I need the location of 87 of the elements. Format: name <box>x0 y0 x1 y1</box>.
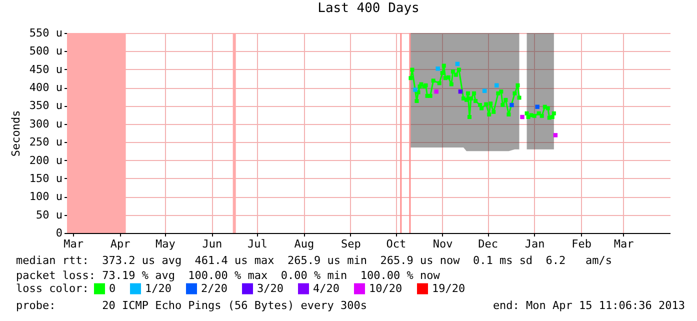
point <box>512 91 517 96</box>
point <box>520 114 524 120</box>
x-tick-label: Aug <box>294 238 314 250</box>
point <box>532 114 536 118</box>
point <box>482 88 487 93</box>
point <box>414 99 419 103</box>
point <box>510 102 514 108</box>
x-tick-label: Feb <box>572 238 592 250</box>
point <box>484 102 488 106</box>
point <box>506 112 511 116</box>
legend-label: 3/20 <box>257 282 284 295</box>
legend-label: 2/20 <box>201 282 228 295</box>
point <box>464 98 468 102</box>
x-tick-label: Apr <box>110 238 131 250</box>
point <box>442 64 446 68</box>
point <box>440 71 444 75</box>
point <box>446 75 450 80</box>
x-tick-label: Dec <box>478 238 498 250</box>
y-tick-label: 200 u <box>29 154 62 167</box>
legend-label: 19/20 <box>432 282 466 295</box>
x-tick-label: Jun <box>202 238 222 250</box>
point <box>517 96 522 100</box>
y-tick-label: 250 u <box>29 136 62 149</box>
x-tick-label: Mar <box>64 238 84 250</box>
point <box>499 90 504 94</box>
text: probe: 20 ICMP Echo Pings (56 Bytes) every 300s <box>16 299 367 312</box>
point <box>436 66 440 71</box>
x-tick-label: Jul <box>248 238 268 250</box>
legend-label: 10/20 <box>369 282 402 295</box>
legend-title: loss color: <box>16 282 89 295</box>
y-axis-title: Seconds <box>9 110 22 157</box>
point <box>553 133 558 138</box>
point <box>516 83 520 88</box>
point <box>408 76 413 80</box>
point <box>456 68 461 72</box>
y-tick-label: 550 u <box>29 26 62 40</box>
text: packet loss: 73.19 % avg 100.00 % max 0.00 % min 100.00 % now <box>16 269 440 282</box>
point <box>474 99 478 103</box>
y-tick-label: 350 u <box>29 99 62 112</box>
x-tick-label: Nov <box>432 238 454 250</box>
point <box>450 70 455 74</box>
point <box>504 98 508 102</box>
point <box>550 115 554 119</box>
point <box>552 111 556 116</box>
point <box>437 81 442 86</box>
x-tick-label: Jan <box>524 238 545 250</box>
point <box>466 91 470 96</box>
point <box>428 94 432 98</box>
x-tick-label: Mar <box>614 238 634 250</box>
chart-title: Last 400 Days <box>318 1 420 16</box>
point <box>492 110 496 114</box>
text: median rtt: 373.2 us avg 461.4 us max 265.9 us min 265.9 us now 0.1 ms sd 6.2 am/s <box>16 254 612 267</box>
point <box>468 115 472 119</box>
y-tick-label: 500 u <box>29 44 62 58</box>
y-tick-label: 400 u <box>29 81 62 94</box>
point <box>469 96 474 100</box>
point <box>524 111 529 116</box>
y-tick-label: 50 u <box>36 208 62 222</box>
point <box>413 88 418 92</box>
point <box>431 78 436 83</box>
x-tick-label: Sep <box>340 238 361 250</box>
y-tick-label: 450 u <box>29 62 62 76</box>
y-tick-label: 100 u <box>29 190 62 204</box>
y-tick-label: 300 u <box>29 117 62 130</box>
point <box>478 103 482 107</box>
point <box>434 89 438 94</box>
point <box>454 72 458 77</box>
text: end: Mon Apr 15 11:06:36 2013 <box>492 299 685 312</box>
point <box>535 104 540 109</box>
x-tick-label: May <box>156 238 176 250</box>
legend-label: 0 <box>109 282 116 295</box>
legend-label: 1/20 <box>145 282 172 295</box>
point <box>488 102 493 106</box>
point <box>500 103 505 107</box>
point <box>494 83 499 88</box>
x-tick-label: Oct <box>386 238 406 250</box>
point <box>480 106 484 110</box>
y-tick-label: 150 u <box>29 172 62 185</box>
y-tick-label: 0 <box>56 226 62 240</box>
point <box>540 114 544 118</box>
point <box>487 112 492 116</box>
point <box>449 82 454 86</box>
legend-label: 4/20 <box>313 282 340 295</box>
point <box>472 91 476 96</box>
point <box>410 68 414 72</box>
point <box>536 111 541 116</box>
point <box>546 106 550 110</box>
